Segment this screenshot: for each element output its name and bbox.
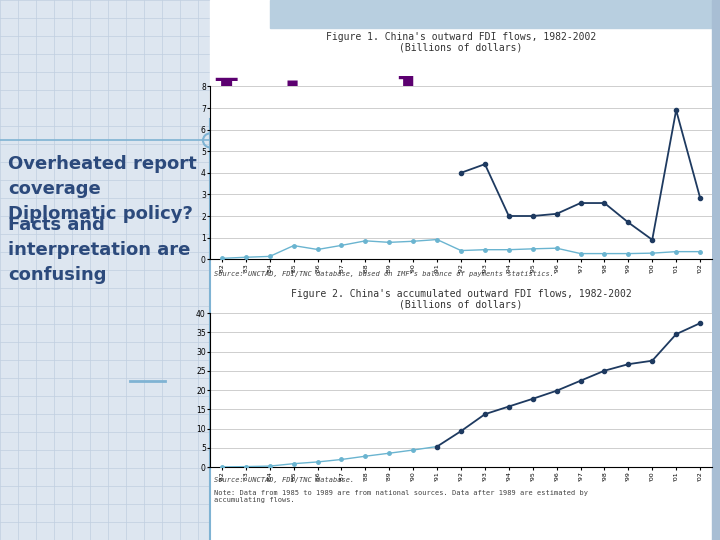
- Text: (Billions of dollars): (Billions of dollars): [400, 42, 523, 52]
- Bar: [712, 0, 720, 540]
- Bar: [270, 0, 712, 28]
- Text: Facts and
interpretation are
confusing: Facts and interpretation are confusing: [8, 216, 190, 284]
- Text: Note: Data from 1985 to 1989 are from national sources. Data after 1989 are esti: Note: Data from 1985 to 1989 are from na…: [214, 490, 588, 503]
- Text: Source: UNCTAD, FDI/TNC database, based on IMF's balance of payments statistics.: Source: UNCTAD, FDI/TNC database, based …: [214, 271, 554, 278]
- Text: Source: UNCTAD, FDI/TNC database.: Source: UNCTAD, FDI/TNC database.: [214, 477, 354, 483]
- Text: Overheated report
coverage
Diplomatic policy?: Overheated report coverage Diplomatic po…: [8, 156, 197, 224]
- Text: Introdu: Introdu: [212, 76, 462, 132]
- Bar: [210, 0, 712, 540]
- Text: (Billions of dollars): (Billions of dollars): [400, 299, 523, 309]
- Text: Figure 1. China's outward FDI flows, 1982-2002: Figure 1. China's outward FDI flows, 198…: [326, 32, 596, 42]
- Text: Figure 2. China's accumulated outward FDI flows, 1982-2002: Figure 2. China's accumulated outward FD…: [291, 289, 631, 299]
